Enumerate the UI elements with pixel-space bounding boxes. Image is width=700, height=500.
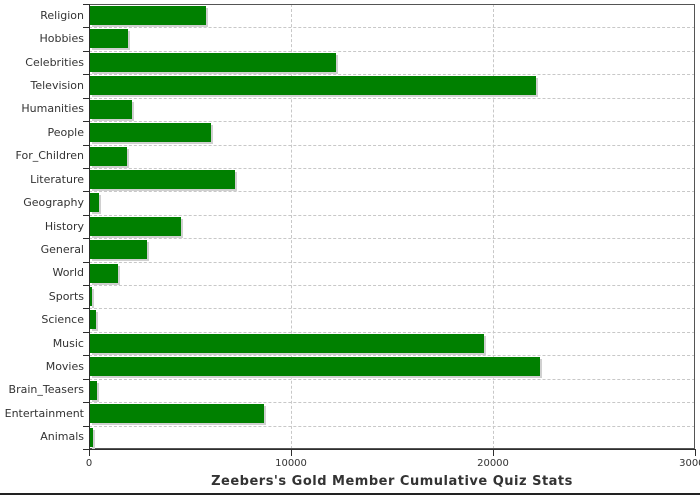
horizontal-gridline (89, 378, 695, 380)
x-axis-tick (493, 450, 494, 456)
y-axis-line (89, 4, 90, 449)
horizontal-gridline (89, 308, 695, 310)
y-axis-tick (83, 285, 89, 287)
horizontal-gridline (89, 238, 695, 240)
y-axis-tick (83, 121, 89, 123)
category-label: For_Children (15, 149, 84, 163)
bar-television (90, 76, 536, 96)
x-tick-label: 10000 (275, 458, 307, 469)
bar-humanities (90, 99, 132, 119)
bar-brain_teasers (90, 380, 97, 400)
bar-movies (90, 357, 540, 377)
y-axis-tick (83, 261, 89, 263)
x-tick-label: 30000 (679, 458, 700, 469)
category-label: Animals (40, 430, 84, 444)
y-axis-tick (83, 331, 89, 333)
y-axis-tick (83, 378, 89, 380)
category-label: Science (41, 313, 84, 327)
bar-animals (90, 427, 93, 447)
horizontal-gridline (89, 355, 695, 357)
x-axis-tick (695, 450, 696, 456)
category-label: History (44, 219, 84, 233)
horizontal-gridline (89, 331, 695, 333)
y-axis-tick (83, 4, 89, 5)
category-label: Music (52, 336, 84, 350)
y-axis-tick (83, 425, 89, 427)
bar-for_children (90, 146, 127, 166)
bar-geography (90, 193, 99, 213)
category-label: Television (30, 78, 85, 92)
category-label: Celebrities (25, 55, 84, 69)
bar-people (90, 123, 211, 143)
category-label: Literature (30, 172, 84, 186)
x-tick-label: 0 (85, 458, 93, 469)
bar-celebrities (90, 52, 336, 72)
bar-entertainment (90, 404, 264, 424)
y-axis-tick (83, 167, 89, 169)
category-label: Humanities (21, 102, 84, 116)
y-axis-tick (83, 27, 89, 29)
vertical-gridline (493, 4, 494, 449)
category-label: Sports (48, 289, 84, 303)
bar-general (90, 240, 147, 260)
bar-hobbies (90, 29, 128, 49)
horizontal-gridline (89, 402, 695, 404)
bar-science (90, 310, 96, 330)
bar-sports (90, 287, 92, 307)
y-axis-tick (83, 238, 89, 240)
category-label: Entertainment (4, 406, 84, 420)
category-label: World (52, 266, 84, 280)
bar-literature (90, 169, 235, 189)
window-bottom-border (0, 493, 700, 495)
horizontal-gridline (89, 214, 695, 216)
y-axis-tick (83, 97, 89, 99)
y-axis-tick (83, 308, 89, 310)
horizontal-gridline (89, 167, 695, 169)
bar-music (90, 333, 484, 353)
y-axis-tick (83, 214, 89, 216)
category-label: Geography (23, 196, 84, 210)
y-axis-tick (83, 402, 89, 404)
y-axis-tick (83, 50, 89, 52)
chart-title: Zeebers's Gold Member Cumulative Quiz St… (211, 474, 573, 489)
category-label: People (47, 125, 84, 139)
category-label: Religion (40, 8, 84, 22)
bar-history (90, 216, 181, 236)
x-axis-tick (89, 450, 90, 456)
category-label: General (40, 242, 84, 256)
category-label: Hobbies (39, 32, 84, 46)
horizontal-gridline (89, 50, 695, 52)
y-axis-tick (83, 355, 89, 357)
category-label: Brain_Teasers (8, 383, 84, 397)
category-label: Movies (45, 360, 84, 374)
x-axis-tick (291, 450, 292, 456)
y-axis-tick (83, 191, 89, 193)
horizontal-gridline (89, 27, 695, 29)
bar-religion (90, 6, 206, 26)
horizontal-gridline (89, 144, 695, 146)
y-axis-tick (83, 449, 89, 450)
x-axis-line (89, 449, 696, 450)
horizontal-gridline (89, 121, 695, 123)
horizontal-gridline (89, 191, 695, 193)
horizontal-gridline (89, 261, 695, 263)
bar-world (90, 263, 118, 283)
horizontal-gridline (89, 74, 695, 76)
horizontal-gridline (89, 425, 695, 427)
y-axis-tick (83, 74, 89, 76)
horizontal-gridline (89, 285, 695, 287)
vertical-gridline (291, 4, 292, 449)
horizontal-gridline (89, 97, 695, 99)
x-tick-label: 20000 (477, 458, 509, 469)
y-axis-tick (83, 144, 89, 146)
